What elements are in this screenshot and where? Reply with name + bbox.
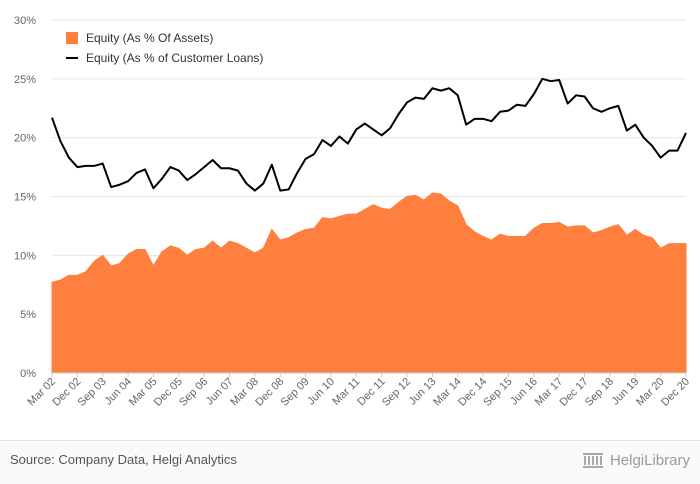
y-tick-label: 0% <box>20 368 36 380</box>
x-tick-label: Sep 09 <box>279 376 312 409</box>
x-tick-label: Sep 12 <box>380 376 413 409</box>
y-tick-label: 30% <box>14 15 36 27</box>
y-tick-label: 20% <box>14 133 36 145</box>
legend-swatch-line <box>66 57 78 59</box>
brand-name: HelgiLibrary <box>609 451 690 469</box>
x-tick-label: Sep 15 <box>481 376 514 409</box>
x-tick-label: Sep 06 <box>177 376 210 409</box>
y-tick-label: 5% <box>20 309 36 321</box>
x-tick-label: Sep 18 <box>583 376 616 409</box>
legend-item-area[interactable]: Equity (As % Of Assets) <box>66 28 263 48</box>
x-tick-label: Jun 10 <box>305 376 337 408</box>
y-tick-label: 10% <box>14 250 36 262</box>
legend: Equity (As % Of Assets) Equity (As % of … <box>66 28 263 68</box>
legend-label-line: Equity (As % of Customer Loans) <box>86 51 264 65</box>
brand-logo[interactable]: HelgiLibrary <box>582 451 690 469</box>
x-tick-label: Dec 20 <box>659 376 692 409</box>
x-tick-label: Sep 03 <box>76 376 109 409</box>
legend-label-area: Equity (As % Of Assets) <box>86 31 214 45</box>
y-tick-label: 15% <box>14 192 36 204</box>
source-note: Source: Company Data, Helgi Analytics <box>10 452 237 467</box>
footer: Source: Company Data, Helgi Analytics He… <box>0 440 700 484</box>
y-axis-tick-labels: 0% 5% 10% 15% 20% 25% 30% <box>14 15 36 380</box>
legend-item-line[interactable]: Equity (As % of Customer Loans) <box>66 48 263 68</box>
y-tick-label: 25% <box>14 74 36 86</box>
series-area-equity-assets <box>51 192 687 374</box>
series-line-equity-loans <box>51 77 687 192</box>
library-columns-icon <box>582 453 603 468</box>
legend-swatch-area <box>66 32 78 44</box>
